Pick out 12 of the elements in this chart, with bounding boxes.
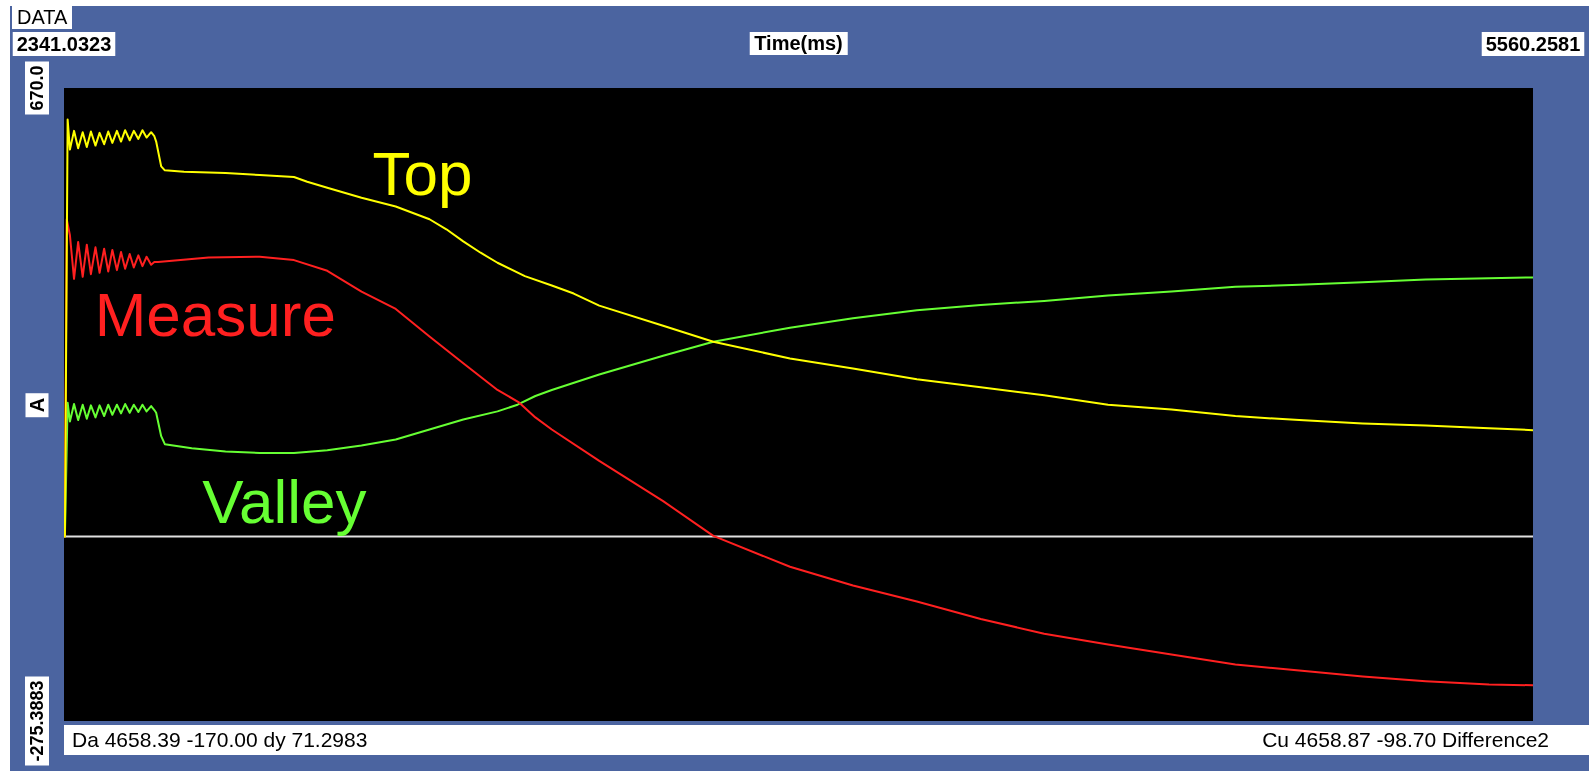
x-axis-title: Time(ms) [749,32,848,55]
y-axis-title: A [25,392,49,417]
y-tick-label: 670.0 [26,65,47,111]
series-label: Valley [202,466,367,536]
x-tick-label: 5560.2581 [1485,32,1581,55]
series-label: Measure [94,280,336,350]
y-tick-label: -275.3883 [26,680,47,762]
text: Da 4658.39 -170.00 dy 71.2983 [72,728,368,752]
text: Cu 4658.87 -98.70 Difference2 [1262,728,1549,752]
series-label: Top [372,138,473,208]
x-tick-label: 2341.0323 [16,32,112,55]
chart-title: DATA [12,6,73,29]
